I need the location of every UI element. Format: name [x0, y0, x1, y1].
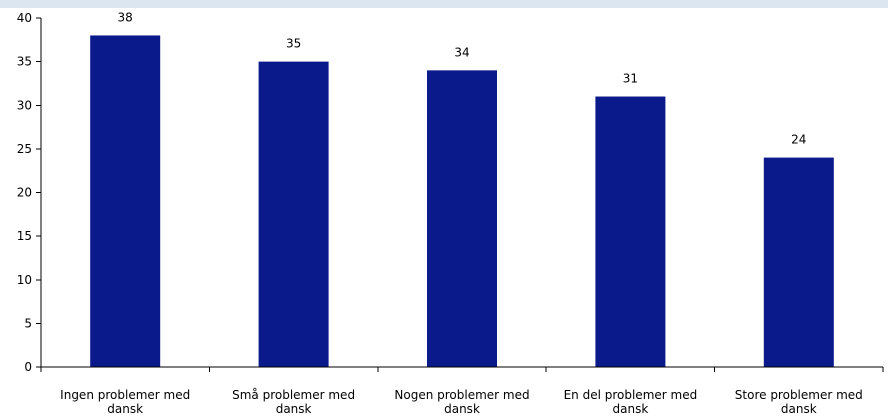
y-tick-label: 20 — [17, 186, 32, 200]
bar — [427, 70, 497, 367]
y-tick-label: 10 — [17, 273, 32, 287]
x-category-label: dansk — [276, 402, 312, 416]
bar-value-label: 24 — [791, 133, 806, 147]
y-tick-label: 40 — [17, 11, 32, 25]
y-tick-label: 15 — [17, 229, 32, 243]
y-tick-label: 30 — [17, 98, 32, 112]
y-tick-label: 25 — [17, 142, 32, 156]
bar-value-label: 35 — [286, 37, 301, 51]
bar-value-label: 34 — [454, 45, 469, 59]
y-tick-label: 35 — [17, 55, 32, 69]
y-axis-ticks: 0 5 10 15 20 25 30 35 40 — [17, 11, 41, 374]
x-axis-ticks — [40, 367, 884, 372]
x-category-label: dansk — [613, 402, 649, 416]
x-category-label: Små problemer med — [232, 388, 355, 402]
bar — [90, 35, 161, 367]
x-category-label: En del problemer med — [564, 388, 698, 402]
y-tick-label: 5 — [24, 316, 32, 330]
bar-value-label: 38 — [118, 10, 133, 24]
bar — [258, 61, 329, 367]
bar — [763, 157, 834, 367]
value-labels-group: 38 35 34 31 24 — [118, 10, 807, 146]
bar — [595, 96, 666, 368]
bar-value-label: 31 — [623, 72, 638, 86]
x-category-label: dansk — [444, 402, 480, 416]
x-category-label: dansk — [107, 402, 143, 416]
x-category-label: Nogen problemer med — [394, 388, 529, 402]
x-category-label: dansk — [781, 402, 817, 416]
top-background-band — [0, 0, 888, 8]
bars-group — [90, 35, 834, 368]
x-category-label: Ingen problemer med — [60, 388, 190, 402]
y-tick-label: 0 — [24, 360, 32, 374]
x-category-label: Store problemer med — [735, 388, 863, 402]
